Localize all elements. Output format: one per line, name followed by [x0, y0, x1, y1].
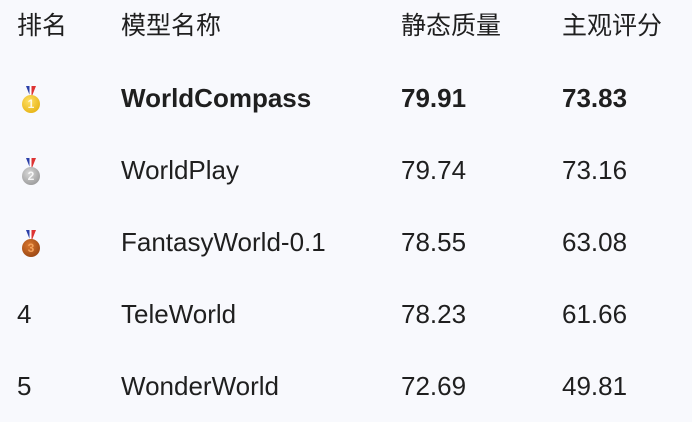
model-name: WorldCompass [121, 83, 312, 113]
subjective-score: 73.16 [562, 155, 628, 185]
silver-medal-icon: 2 [18, 158, 44, 188]
table-row: 1 WorldCompass 79.91 73.83 [0, 78, 692, 118]
rank: 5 [17, 371, 32, 401]
header-rank: 排名 [17, 12, 68, 40]
header-model-name: 模型名称 [121, 12, 222, 40]
subjective-score: 63.08 [562, 227, 628, 257]
model-name: FantasyWorld-0.1 [121, 227, 326, 257]
bronze-medal-icon: 3 [18, 230, 44, 260]
static-quality: 78.55 [401, 227, 467, 257]
subjective-score: 49.81 [562, 371, 628, 401]
subjective-score: 73.83 [562, 83, 628, 113]
model-name: WonderWorld [121, 371, 279, 401]
table-row: 5 WonderWorld 72.69 49.81 [0, 366, 692, 406]
static-quality: 79.74 [401, 155, 467, 185]
table-row: 3 FantasyWorld-0.1 78.55 63.08 [0, 222, 692, 262]
table-row: 4 TeleWorld 78.23 61.66 [0, 294, 692, 334]
model-name: WorldPlay [121, 155, 240, 185]
table-header: 排名 模型名称 静态质量 主观评分 [0, 6, 692, 46]
header-static-quality: 静态质量 [401, 12, 502, 40]
static-quality: 79.91 [401, 83, 467, 113]
static-quality: 78.23 [401, 299, 467, 329]
subjective-score: 61.66 [562, 299, 628, 329]
table-row: 2 WorldPlay 79.74 73.16 [0, 150, 692, 190]
static-quality: 72.69 [401, 371, 467, 401]
header-subjective-score: 主观评分 [562, 12, 663, 40]
rank: 4 [17, 299, 32, 329]
gold-medal-icon: 1 [18, 86, 44, 116]
model-name: TeleWorld [121, 299, 237, 329]
